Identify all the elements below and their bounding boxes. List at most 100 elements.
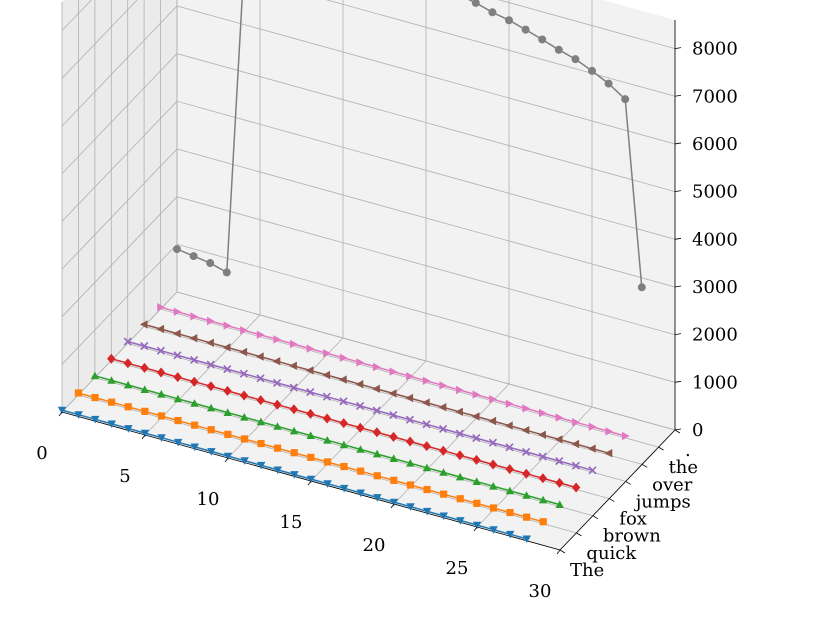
data-point (91, 415, 100, 424)
data-point (538, 452, 547, 461)
data-point (140, 362, 149, 373)
data-point (388, 389, 397, 398)
data-point (356, 401, 365, 410)
data-point (405, 436, 415, 447)
data-point (141, 407, 149, 415)
grid-line-z (61, 0, 676, 97)
data-point (373, 362, 381, 372)
data-point (571, 439, 580, 449)
data-point (588, 466, 597, 475)
z-tick-mark (674, 333, 682, 336)
series-4 (123, 337, 597, 475)
data-point (306, 431, 315, 439)
y-axis-line (559, 429, 676, 551)
data-point (357, 467, 365, 475)
data-point (323, 436, 332, 444)
data-point (290, 449, 298, 457)
data-point (472, 521, 482, 530)
tick-labels: 0 5 10 15 20 25 30 Thequickbrownfoxjumpsoverthe… (36, 39, 738, 602)
data-point (157, 390, 166, 398)
data-point (522, 535, 531, 544)
data-point (389, 431, 398, 442)
data-point (555, 457, 564, 466)
data-point (522, 404, 530, 413)
data-point (74, 389, 83, 397)
data-point (322, 370, 331, 380)
data-point (555, 477, 564, 488)
data-point (539, 518, 547, 526)
y-tick-label: brown (603, 526, 661, 547)
grid-line-z (61, 100, 676, 240)
data-point (505, 421, 513, 430)
data-point (422, 420, 431, 429)
y-tick-mark (625, 481, 631, 485)
data-point (422, 398, 430, 407)
data-point (373, 472, 381, 480)
x-tick-label: 20 (363, 535, 386, 556)
data-point (306, 344, 315, 353)
series-5 (139, 320, 613, 458)
data-point (554, 435, 563, 444)
data-point (506, 508, 514, 517)
data-point (123, 380, 133, 389)
data-point (57, 406, 67, 415)
data-point (306, 388, 315, 397)
data-point (157, 303, 165, 312)
data-point (173, 329, 181, 338)
data-point (455, 429, 464, 438)
data-point (356, 422, 365, 433)
z-tick-mark (674, 47, 682, 49)
y-tick-mark (576, 532, 582, 537)
data-point (373, 494, 382, 502)
data-point (405, 415, 414, 424)
x-tick-label: 0 (36, 443, 47, 464)
data-point (257, 439, 265, 448)
data-point (289, 361, 297, 370)
x-tick-mark (390, 503, 395, 509)
data-point (222, 268, 231, 277)
data-point (157, 412, 166, 420)
data-point (173, 394, 183, 403)
data-point (156, 324, 165, 334)
data-point (323, 458, 332, 466)
data-point (140, 342, 149, 351)
side-pane (62, 0, 177, 412)
data-point (223, 365, 232, 374)
data-point (322, 413, 332, 424)
data-point (621, 95, 630, 104)
data-point (306, 475, 316, 484)
data-point (323, 349, 331, 358)
data-point (555, 500, 564, 508)
data-point (472, 477, 481, 485)
data-point (206, 259, 215, 268)
data-point (274, 444, 282, 452)
data-point (306, 408, 315, 419)
series-1 (74, 389, 547, 526)
z-tick-label: 5000 (692, 182, 738, 203)
data-point (139, 320, 148, 329)
data-point (389, 454, 398, 462)
data-point (107, 353, 116, 364)
y-tick-label: quick (586, 543, 637, 564)
x-tick-label: 15 (280, 512, 303, 533)
data-point (108, 398, 116, 406)
data-point (207, 426, 215, 434)
data-point (322, 392, 331, 401)
z-tick-label: 3000 (692, 277, 738, 298)
data-point (423, 485, 431, 494)
z-tick-label: 4000 (692, 229, 738, 250)
grid-line-z (61, 196, 676, 336)
data-point (554, 45, 563, 54)
data-point (207, 316, 215, 326)
data-point (439, 512, 448, 521)
data-point (471, 0, 480, 7)
z-tick-mark (674, 190, 682, 193)
data-point (256, 374, 265, 383)
data-point (505, 464, 514, 475)
y-tick-label: The (570, 560, 604, 581)
series-2 (90, 371, 564, 508)
data-point (273, 399, 282, 410)
z-tick-mark (674, 142, 682, 145)
data-point (422, 376, 431, 385)
